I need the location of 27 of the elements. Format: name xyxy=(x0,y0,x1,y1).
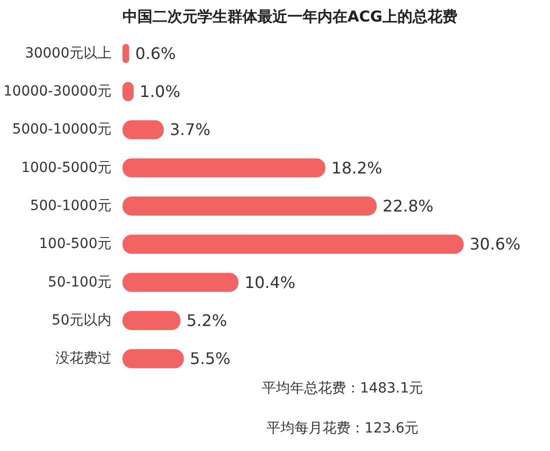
data-label: 1.0% xyxy=(140,82,180,102)
data-label: 18.2% xyxy=(331,158,382,178)
data-label: 10.4% xyxy=(244,272,296,292)
bar xyxy=(122,196,377,216)
chart-title: 中国二次元学生群体最近一年内在ACG上的总花费 xyxy=(122,8,458,26)
text: 平均年总花费：1483.1元 xyxy=(262,380,424,396)
data-label: 30.6% xyxy=(470,234,520,254)
y-tick-label: 1000-5000元 xyxy=(21,160,112,176)
y-tick-label: 50元以内 xyxy=(52,312,112,329)
data-label: 3.7% xyxy=(170,120,210,140)
y-tick-label: 10000-30000元 xyxy=(3,84,112,100)
bar xyxy=(122,349,184,368)
data-label: 0.6% xyxy=(135,44,176,63)
y-tick-label: 100-500元 xyxy=(39,236,112,252)
bar xyxy=(122,272,238,292)
bar xyxy=(122,234,464,254)
y-tick-label: 50-100元 xyxy=(48,274,112,290)
y-tick-label: 500-1000元 xyxy=(30,198,112,214)
y-tick-label: 没花费过 xyxy=(56,350,112,367)
data-label: 5.2% xyxy=(186,311,228,330)
text: 平均每月花费：123.6元 xyxy=(266,420,419,436)
y-tick-label: 5000-10000元 xyxy=(12,122,112,138)
y-tick-label: 30000元以上 xyxy=(24,45,112,62)
data-label: 22.8% xyxy=(382,196,434,216)
bar xyxy=(122,311,180,330)
bar xyxy=(122,158,326,178)
data-label: 5.5% xyxy=(190,349,230,368)
